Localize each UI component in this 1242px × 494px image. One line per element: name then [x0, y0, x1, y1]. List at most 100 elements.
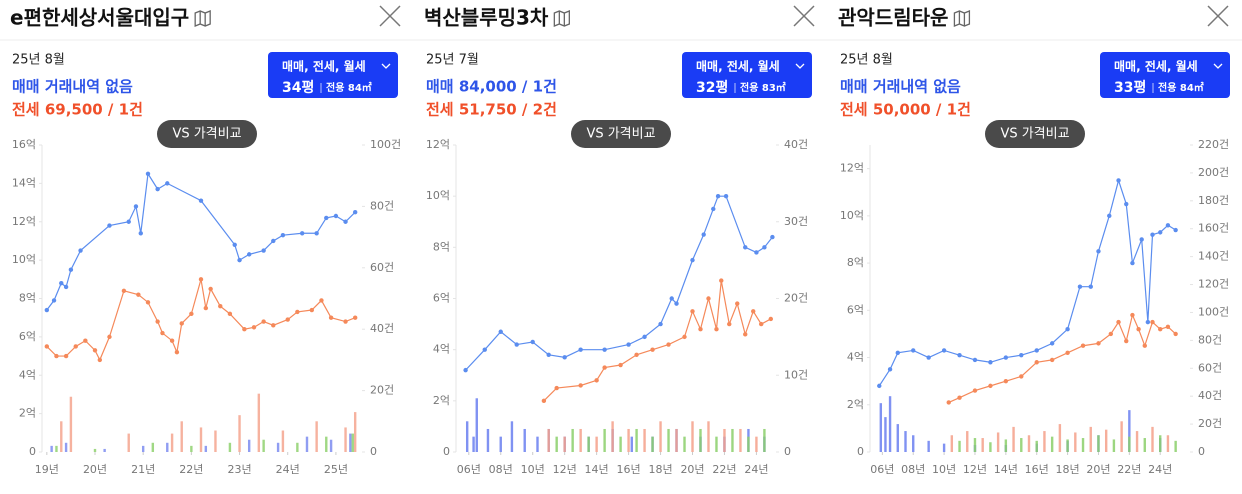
volume-bar — [1174, 440, 1177, 452]
volume-bar — [486, 428, 490, 452]
volume-bar — [973, 438, 977, 452]
y2-tick-label: 60건 — [370, 261, 394, 274]
x-tick-label: 12년 — [963, 463, 987, 476]
y-tick-label: 0 — [857, 445, 864, 458]
price-point — [1049, 341, 1055, 346]
filter-button[interactable]: 매매, 전세, 월세 32평 전용 83㎡ — [682, 52, 812, 98]
y2-tick-label: 80건 — [1198, 333, 1222, 346]
map-icon[interactable] — [194, 10, 211, 27]
price-point — [1107, 213, 1112, 219]
y-tick-label: 8억 — [433, 240, 450, 253]
close-button[interactable] — [793, 5, 815, 27]
price-point — [727, 321, 732, 327]
close-icon — [379, 5, 401, 27]
volume-bar — [1128, 436, 1131, 452]
volume-bar — [465, 421, 469, 452]
y-tick-label: 8억 — [847, 256, 864, 269]
volume-bar — [296, 442, 299, 452]
price-point — [280, 232, 286, 238]
y-tick-label: 6억 — [847, 303, 864, 316]
price-point — [554, 385, 559, 391]
volume-bar — [69, 396, 73, 452]
y2-tick-label: 80건 — [370, 199, 394, 212]
price-point — [165, 181, 170, 186]
price-point — [295, 309, 300, 315]
compare-button[interactable]: VS 가격비교 — [985, 120, 1085, 148]
volume-bar — [166, 442, 169, 452]
price-point — [642, 334, 647, 340]
price-point — [754, 250, 759, 255]
y-tick-label: 16억 — [12, 138, 36, 151]
y-tick-label: 0 — [443, 445, 450, 458]
volume-bar — [1104, 429, 1108, 452]
volume-bar — [1074, 432, 1077, 452]
y-tick-label: 6억 — [433, 292, 450, 305]
close-button[interactable] — [1207, 5, 1229, 27]
price-point — [145, 300, 151, 305]
map-icon-shape — [194, 10, 211, 27]
y2-tick-label: 60건 — [1198, 361, 1222, 374]
volume-bar — [611, 421, 614, 452]
y2-tick-label: 100건 — [1198, 305, 1229, 318]
price-point — [743, 245, 748, 250]
x-tick-label: 21년 — [131, 463, 155, 476]
close-button[interactable] — [379, 5, 401, 27]
x-tick-label: 24년 — [1148, 463, 1172, 476]
price-point — [174, 350, 180, 355]
compare-button[interactable]: VS 가격비교 — [571, 120, 671, 148]
volume-bar — [627, 428, 630, 452]
close-icon — [1207, 5, 1229, 27]
price-point — [227, 311, 233, 317]
y-tick-label: 6억 — [19, 330, 36, 343]
price-line — [465, 195, 773, 371]
price-point — [136, 292, 141, 297]
volume-bar — [127, 433, 130, 452]
price-point — [261, 248, 266, 253]
y2-tick-label: 200건 — [1198, 166, 1229, 179]
sale-summary: 매매 84,000 / 1건 — [426, 78, 557, 96]
volume-bar — [942, 443, 946, 452]
price-point — [271, 323, 276, 328]
compare-button-bg — [157, 120, 257, 148]
price-point — [1124, 201, 1129, 207]
price-point — [1077, 284, 1083, 289]
price-point — [602, 347, 607, 352]
price-point — [941, 348, 947, 353]
volume-bar — [204, 445, 208, 452]
volume-bar — [958, 440, 961, 452]
map-icon[interactable] — [553, 10, 570, 27]
volume-bar — [315, 421, 318, 452]
volume-bar — [257, 393, 261, 452]
volume-bar — [170, 433, 174, 452]
map-icon[interactable] — [953, 10, 971, 27]
x-tick-label: 06년 — [457, 463, 481, 476]
price-point — [463, 367, 468, 373]
price-point — [242, 327, 247, 332]
price-point — [770, 234, 775, 240]
x-tick-label: 16년 — [617, 463, 641, 476]
volume-bar — [635, 428, 638, 452]
price-point — [107, 223, 112, 228]
volume-bar — [723, 428, 726, 452]
close-icon — [793, 5, 815, 27]
filter-button[interactable]: 매매, 전세, 월세 34평 전용 84㎡ — [268, 52, 398, 98]
price-point — [179, 321, 184, 326]
x-tick-label: 08년 — [901, 463, 925, 476]
deal-date: 25년 8월 — [840, 53, 893, 68]
price-point — [482, 347, 487, 352]
filter-button[interactable]: 매매, 전세, 월세 33평 전용 84㎡ — [1100, 52, 1230, 98]
price-point — [1139, 237, 1144, 242]
deal-date: 25년 7월 — [426, 53, 479, 68]
price-point — [237, 257, 242, 263]
x-tick-label: 18년 — [648, 463, 672, 476]
price-point — [160, 330, 165, 336]
price-point — [1065, 350, 1070, 356]
volume-bar — [281, 430, 285, 452]
price-point — [198, 277, 204, 282]
price-point — [701, 232, 706, 237]
compare-button[interactable]: VS 가격비교 — [157, 120, 257, 148]
price-point — [59, 280, 64, 286]
volume-bar — [675, 428, 678, 452]
price-point — [261, 319, 266, 324]
